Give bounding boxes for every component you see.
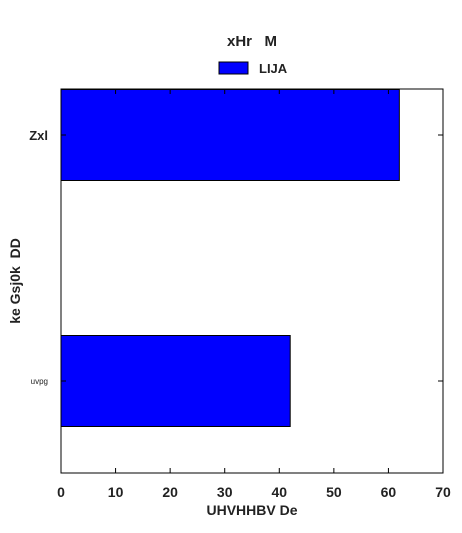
bar-uvpg xyxy=(60,335,291,427)
legend: LIJA xyxy=(218,61,288,76)
legend-label: LIJA xyxy=(259,61,288,76)
x-tick-label: 10 xyxy=(108,484,124,500)
x-ticks: 0 10 20 30 40 50 60 70 xyxy=(57,89,451,500)
y-ticks: Zxl uvpg xyxy=(29,128,443,386)
x-tick-label: 30 xyxy=(217,484,233,500)
bars-group xyxy=(60,89,400,427)
y-axis-label: ke Gsj0k DD xyxy=(7,238,23,324)
x-tick-label: 60 xyxy=(381,484,397,500)
x-tick-label: 70 xyxy=(435,484,451,500)
y-tick-label: uvpg xyxy=(31,377,48,386)
x-tick-label: 40 xyxy=(271,484,287,500)
x-axis-label: UHVHHBV De xyxy=(206,502,297,518)
chart-title: xHr M xyxy=(227,33,277,50)
y-tick-label: Zxl xyxy=(29,128,48,143)
plot-frame xyxy=(60,88,444,474)
x-tick-label: 50 xyxy=(326,484,342,500)
bar-zxl xyxy=(60,89,400,181)
legend-swatch xyxy=(218,61,249,75)
x-tick-label: 20 xyxy=(162,484,178,500)
x-tick-label: 0 xyxy=(57,484,65,500)
